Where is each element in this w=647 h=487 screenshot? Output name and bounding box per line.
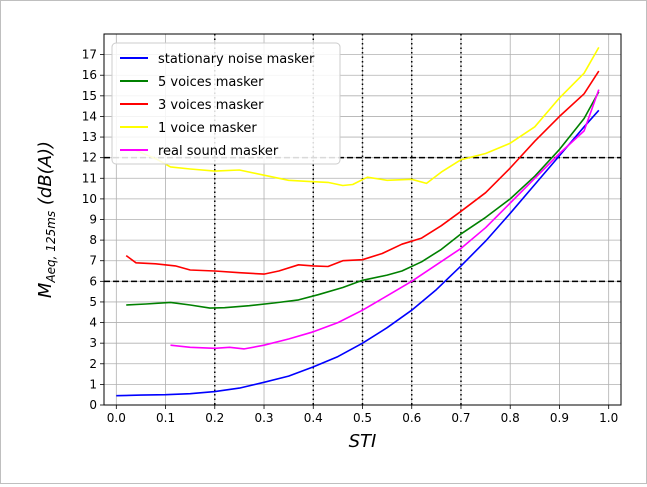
- y-tick-label: 16: [82, 68, 97, 82]
- y-tick-label: 0: [89, 398, 97, 412]
- x-tick-label: 0.6: [402, 411, 421, 425]
- series-line: [125, 70, 600, 275]
- x-tick-label: 0.5: [353, 411, 372, 425]
- y-tick-label: 6: [89, 274, 97, 288]
- x-tick-label: 0.1: [156, 411, 175, 425]
- x-tick-label: 0.2: [205, 411, 224, 425]
- series-line: [116, 109, 600, 397]
- x-tick-label: 1.0: [599, 411, 618, 425]
- y-tick-label: 7: [89, 254, 97, 268]
- legend-label: 3 voices masker: [158, 98, 264, 113]
- x-tick-label: 0.3: [254, 411, 273, 425]
- x-tick-label: 0.8: [501, 411, 520, 425]
- series-line: [126, 91, 600, 309]
- y-tick-label: 1: [89, 377, 97, 391]
- legend-label: 1 voice masker: [158, 121, 257, 136]
- series-line: [135, 47, 600, 187]
- y-tick-label: 9: [89, 213, 97, 227]
- x-tick-label: 0.9: [550, 411, 569, 425]
- legend-box: [111, 42, 341, 165]
- y-title-main: M: [35, 282, 56, 298]
- y-tick-label: 10: [82, 192, 97, 206]
- y-tick-label: 13: [82, 130, 97, 144]
- y-tick-label: 4: [89, 316, 97, 330]
- y-tick-label: 2: [89, 357, 97, 371]
- series-line: [170, 89, 600, 350]
- y-tick-label: 15: [82, 89, 97, 103]
- x-tick-label: 0.0: [107, 411, 126, 425]
- series-lines: [116, 47, 600, 397]
- legend-label: stationary noise masker: [158, 52, 315, 67]
- y-axis-title: MAeq, 125ms (dB(A)): [35, 141, 58, 298]
- y-tick-label: 8: [89, 233, 97, 247]
- y-tick-label: 11: [82, 171, 97, 185]
- x-tick-label: 0.4: [304, 411, 323, 425]
- y-tick-label: 3: [89, 336, 97, 350]
- legend-label: 5 voices masker: [158, 75, 264, 90]
- x-tick-label: 0.7: [451, 411, 470, 425]
- y-title-unit: (dB(A)): [35, 141, 56, 211]
- y-tick-label: 12: [82, 151, 97, 165]
- x-axis-title: STI: [349, 431, 377, 452]
- y-title-subscript: Aeq, 125ms: [44, 211, 58, 284]
- y-tick-label: 5: [89, 295, 97, 309]
- y-tick-label: 17: [82, 48, 97, 62]
- y-tick-label: 14: [82, 109, 97, 123]
- legend: stationary noise masker 5 voices masker 3 …: [111, 42, 341, 165]
- legend-label: real sound masker: [158, 144, 279, 159]
- x-axis-ticks: 0.0 0.1 0.2 0.3 0.4 0.5 0.6 0.7 0.8 0.9 1.0: [107, 405, 618, 425]
